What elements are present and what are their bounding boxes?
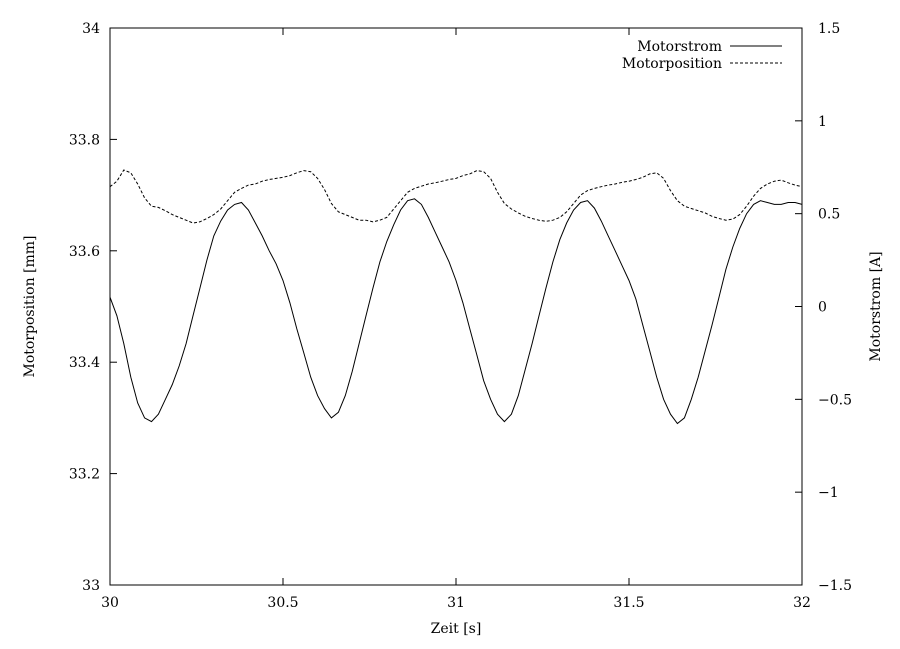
plot-frame: [109, 27, 803, 586]
y-right-tick-label: −1.5: [818, 578, 852, 594]
y-left-tick-label: 33.6: [69, 244, 100, 260]
legend-label-motorposition: Motorposition: [622, 56, 722, 72]
y-right-tick-label: 1.5: [818, 21, 840, 37]
y-left-tick-label: 33: [82, 578, 100, 594]
x-axis-label: Zeit [s]: [431, 621, 482, 637]
y-axis-right-label: Motorstrom [A]: [868, 251, 884, 361]
series-line-motorstrom: [109, 198, 803, 425]
x-tick-label: 31: [447, 595, 465, 611]
x-tick-label: 30.5: [267, 595, 298, 611]
x-tick-label: 30: [101, 595, 119, 611]
legend: Motorstrom Motorposition: [622, 39, 782, 72]
y-right-tick-label: 1: [818, 114, 827, 130]
x-tick-label: 31.5: [613, 595, 644, 611]
tick-layer: 30 30.5 31 31.5 32 33 33.2 33.4 33.6 33.8 34 −1.5 −1…: [69, 21, 852, 611]
y-left-tick-label: 33.8: [69, 132, 100, 148]
y-right-tick-label: −0.5: [818, 392, 852, 408]
y-right-tick-label: −1: [818, 485, 839, 501]
y-left-tick-label: 33.4: [69, 355, 100, 371]
y-left-tick-label: 34: [82, 21, 100, 37]
y-right-tick-label: 0.5: [818, 207, 840, 223]
y-right-tick-label: 0: [818, 300, 827, 316]
y-left-tick-label: 33.2: [69, 467, 100, 483]
x-tick-label: 32: [793, 595, 811, 611]
series-layer: [109, 169, 803, 425]
y-axis-left-label: Motorposition [mm]: [22, 235, 38, 377]
series-line-motorposition: [109, 169, 803, 224]
legend-label-motorstrom: Motorstrom: [637, 39, 722, 55]
